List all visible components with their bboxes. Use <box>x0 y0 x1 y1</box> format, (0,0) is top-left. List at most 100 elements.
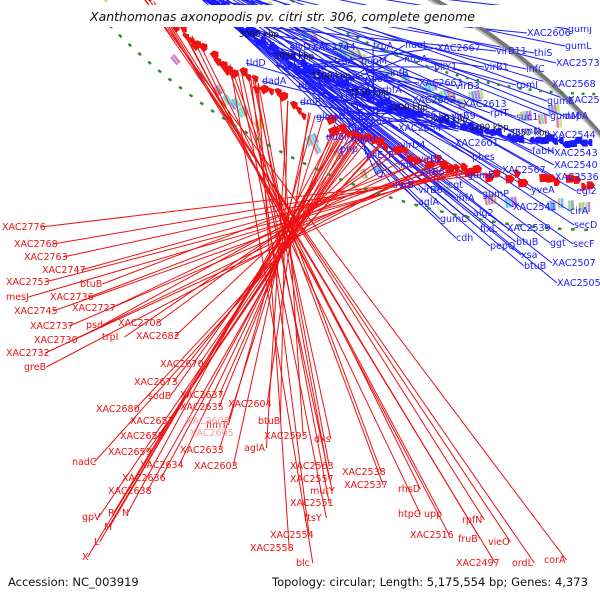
reverse-gene-arrow-112-shape <box>259 84 269 95</box>
outer-ring-dash <box>243 130 249 135</box>
forward-gene-leader-38 <box>317 77 401 146</box>
inner-ring-dash <box>375 45 379 49</box>
feature-bar <box>238 106 246 117</box>
reverse-gene-label-34: nadC <box>72 457 97 468</box>
reverse-gene-leader-40 <box>254 81 330 480</box>
forward-gene-label-91: cirA <box>570 206 589 217</box>
reverse-gene-label-46: N <box>122 508 129 519</box>
reverse-gene-label-4: XAC2753 <box>6 277 50 288</box>
forward-gene-leader-50 <box>255 40 464 105</box>
forward-gene-leader-81 <box>246 0 555 154</box>
forward-gene-label-60: thiS <box>534 48 552 59</box>
reverse-gene-arrow-92 <box>412 156 422 166</box>
inner-ring-dash <box>346 31 350 36</box>
forward-gene-label-70: fixL <box>480 224 498 235</box>
reverse-gene-arrow-73-shape <box>581 182 588 191</box>
reverse-gene-leader-64 <box>144 0 567 561</box>
forward-gene-arrow-31 <box>375 98 386 108</box>
reverse-gene-leader-35 <box>178 127 342 466</box>
reverse-gene-label-20: sodB <box>148 391 171 402</box>
forward-gene-label-85: yveA <box>531 185 555 196</box>
forward-gene-leader-65 <box>253 0 551 117</box>
reverse-gene-arrow-91-shape <box>424 160 436 170</box>
feature-bar <box>170 56 179 66</box>
reverse-gene-arrow-126-shape <box>180 25 187 33</box>
forward-gene-arrow-37 <box>335 78 342 87</box>
reverse-gene-arrow-74 <box>573 175 582 184</box>
forward-gene-label-6: dcd <box>309 62 326 73</box>
reverse-gene-label-59: XAC2558 <box>250 543 294 554</box>
reverse-gene-arrow-80-shape <box>513 169 521 178</box>
reverse-gene-arrow-121 <box>209 50 219 60</box>
reverse-gene-arrow-120-shape <box>213 57 222 67</box>
reverse-gene-label-28: XAC2658 <box>120 431 164 442</box>
reverse-gene-label-36: XAC2603 <box>194 461 238 472</box>
forward-gene-label-76: XAC2573 <box>556 58 600 69</box>
forward-gene-label-18: nuoF <box>354 90 377 101</box>
forward-gene-label-65: gumM <box>550 111 580 122</box>
inner-ring-dash <box>455 73 459 77</box>
forward-gene-arrow-15-shape <box>488 128 497 137</box>
outer-ring-dash <box>388 195 393 200</box>
outer-ring-dash <box>351 182 356 187</box>
reverse-gene-label-27: btuB <box>258 416 280 427</box>
reverse-gene-label-21: XAC2637 <box>180 390 224 401</box>
outer-ring-dash <box>210 108 215 114</box>
forward-gene-label-54: cgt <box>448 180 463 191</box>
forward-gene-leader-56 <box>254 40 441 220</box>
forward-gene-label-20: rpsO <box>372 104 394 115</box>
forward-gene-label-2: slyD <box>290 42 311 53</box>
reverse-gene-leader-58 <box>148 0 511 543</box>
kbp-tick-label: 3150 kbp <box>349 89 389 99</box>
forward-gene-arrow-21-shape <box>448 120 457 129</box>
reverse-gene-leader-42 <box>146 131 353 492</box>
forward-gene-arrow-12-shape <box>509 134 520 143</box>
reverse-gene-leader-56 <box>180 26 450 536</box>
feature-bar <box>222 95 230 106</box>
forward-gene-arrow-24 <box>414 109 424 118</box>
reverse-gene-label-13: XAC2730 <box>34 335 78 346</box>
reverse-gene-arrow-89-shape <box>438 159 449 170</box>
reverse-gene-leader-11 <box>102 153 414 326</box>
reverse-gene-label-15: XAC2682 <box>136 331 180 342</box>
feature-bar <box>312 132 320 143</box>
forward-gene-label-93: ggt <box>550 238 566 249</box>
reverse-gene-arrow-79 <box>517 178 529 188</box>
feature-bar <box>338 147 345 159</box>
reverse-gene-label-5: btuB <box>80 279 102 290</box>
outer-ring-dash <box>326 172 331 177</box>
inner-ring-dash <box>476 78 480 82</box>
reverse-gene-label-39: XAC2538 <box>342 467 386 478</box>
reverse-gene-leader-13 <box>72 161 441 341</box>
forward-gene-label-30: Q <box>376 169 383 180</box>
forward-gene-leader-83 <box>240 0 556 178</box>
kbp-tick-label: 3000 kbp <box>239 30 279 40</box>
reverse-gene-arrow-105 <box>325 114 338 126</box>
forward-gene-arrow-20 <box>459 123 468 131</box>
forward-gene-label-38: virD4 <box>400 140 426 151</box>
forward-gene-leader-94 <box>226 0 574 245</box>
forward-gene-label-36: XAC2654 <box>398 123 442 134</box>
feature-bar <box>492 193 497 204</box>
reverse-gene-label-53: rpfN <box>462 515 482 526</box>
forward-gene-arrow-46 <box>281 52 293 62</box>
forward-gene-label-11: truA <box>334 56 355 67</box>
forward-gene-arrow-29-shape <box>385 102 397 113</box>
outer-ring-dash <box>338 177 344 182</box>
reverse-gene-leader-39 <box>229 64 382 473</box>
reverse-gene-label-12: XAC2708 <box>118 318 162 329</box>
forward-gene-label-7: rimO <box>298 81 321 92</box>
reverse-gene-arrow-86 <box>460 162 469 172</box>
reverse-gene-arrow-76 <box>553 177 561 187</box>
forward-gene-arrow-38 <box>330 76 337 84</box>
reverse-gene-leader-47 <box>98 134 360 518</box>
feature-block-0 <box>578 202 591 213</box>
forward-gene-label-27: oar <box>376 116 392 127</box>
forward-gene-label-88: btuB <box>516 237 538 248</box>
forward-gene-arrow-32 <box>365 95 373 104</box>
reverse-gene-arrow-116 <box>239 67 248 77</box>
reverse-gene-leader-52 <box>237 69 327 519</box>
forward-gene-arrow-4 <box>562 140 571 149</box>
outer-ring-dash <box>363 187 368 191</box>
reverse-gene-arrow-86-shape <box>460 162 469 172</box>
